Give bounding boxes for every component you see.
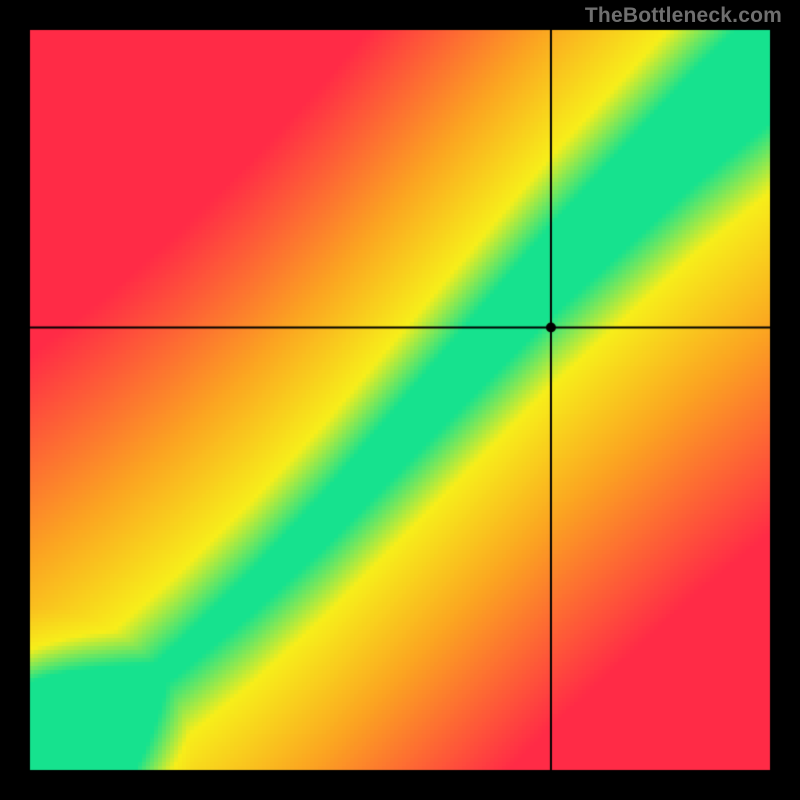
chart-container: TheBottleneck.com [0, 0, 800, 800]
watermark-label: TheBottleneck.com [585, 4, 782, 28]
heatmap-canvas [0, 0, 800, 800]
